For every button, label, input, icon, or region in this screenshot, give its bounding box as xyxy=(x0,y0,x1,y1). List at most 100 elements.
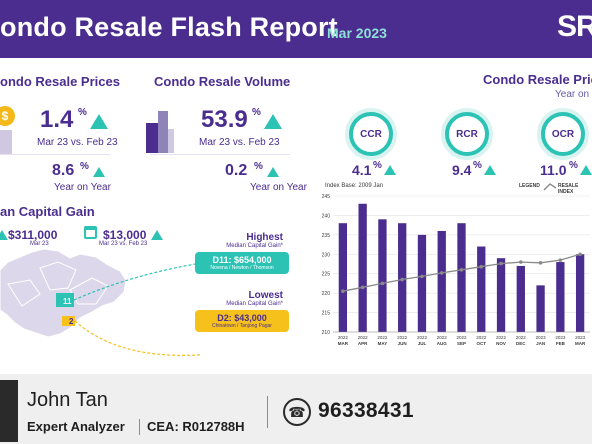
report-title: ondo Resale Flash Report xyxy=(0,12,338,42)
report-date: Mar 2023 xyxy=(327,25,387,41)
phone-icon[interactable]: ☎ xyxy=(283,398,311,426)
chart-xtick-month: MAR xyxy=(338,341,349,346)
chart-bar xyxy=(417,234,427,332)
region-rcr-value: 9.4 xyxy=(452,162,472,178)
agent-avatar xyxy=(0,380,18,442)
region-rcr-up-icon xyxy=(484,165,496,175)
chart-xtick-month: OCT xyxy=(477,341,487,346)
chart-bar xyxy=(457,223,466,332)
region-ocr-up-icon xyxy=(580,165,592,175)
region-rcr-badge: RCR xyxy=(445,112,489,156)
volume-title: Condo Resale Volume xyxy=(154,74,291,89)
chart-bar xyxy=(477,246,486,332)
chart-index-point xyxy=(439,271,444,275)
volume-mom-up-icon xyxy=(264,114,282,129)
volume-mom-label: Mar 23 vs. Feb 23 xyxy=(199,137,280,148)
lowest-label: Lowest xyxy=(248,290,283,301)
chart-xtick-month: AUG xyxy=(437,341,447,346)
chart-ytick-label: 235 xyxy=(322,233,331,239)
map-tag-d2: 2 xyxy=(69,317,74,326)
brand-logo: SR xyxy=(557,10,592,43)
volume-yoy-unit: % xyxy=(254,161,263,172)
chart-index-point xyxy=(558,258,563,262)
chart-xtick-year: 2022 xyxy=(476,335,487,340)
resale-chart: Index Base: 2009 Jan LEGEND RESALE INDEX… xyxy=(315,180,592,355)
chart-bar xyxy=(378,219,387,332)
chart-ytick-label: 245 xyxy=(322,194,331,200)
chart-xtick-month: JAN xyxy=(536,341,545,346)
chart-index-point xyxy=(341,289,345,293)
chart-ytick-label: 210 xyxy=(322,330,331,336)
chart-legend-series: RESALE INDEX xyxy=(558,183,579,195)
chart-xtick-month: DEC xyxy=(516,341,526,346)
chart-index-point xyxy=(380,281,385,286)
report-header: ondo Resale Flash Report Mar 2023 SR xyxy=(0,0,592,58)
change-gain-label: Mar 23 vs. Feb 23 xyxy=(99,241,148,247)
chart-xtick-year: 2022 xyxy=(496,335,507,340)
chart-index-base: Index Base: 2009 Jan xyxy=(325,183,384,189)
chart-xtick-year: 2022 xyxy=(516,335,527,340)
footer-separator xyxy=(267,396,268,428)
chart-index-point xyxy=(400,277,404,282)
highest-district-value: D11: $654,000 xyxy=(212,255,272,265)
chart-xtick-month: MAR xyxy=(575,341,586,346)
agent-phone[interactable]: 96338431 xyxy=(318,399,414,422)
chart-ytick-label: 215 xyxy=(322,311,331,317)
chart-xtick-year: 2023 xyxy=(575,335,586,340)
report-body: ondo Resale Prices $ 1.4 % Mar 23 vs. Fe… xyxy=(0,58,592,374)
region-ocr-value: 11.0 xyxy=(540,162,567,178)
region-ccr-unit: % xyxy=(373,160,382,171)
prices-mom-up-icon xyxy=(90,114,108,129)
chart-ytick-label: 220 xyxy=(322,291,331,297)
chart-bar xyxy=(496,258,506,332)
median-gain-label: Mar 23 xyxy=(30,241,49,247)
volume-yoy-value: 0.2 xyxy=(225,162,248,179)
lowest-district-value: D2: $43,000 xyxy=(217,313,267,323)
change-up-icon xyxy=(151,230,163,240)
region-ccr-badge: CCR xyxy=(349,112,393,156)
chart-bar xyxy=(575,254,585,332)
chart-xtick-year: 2022 xyxy=(437,335,448,340)
chart-xtick-year: 2023 xyxy=(536,335,547,340)
chart-bar xyxy=(338,223,348,332)
region-ccr-value: 4.1 xyxy=(352,162,372,178)
buildings-icon xyxy=(146,107,174,153)
chart-xtick-month: FEB xyxy=(556,341,566,346)
highest-district-areas: Novena / Newton / Thomson xyxy=(210,265,274,271)
chart-index-point xyxy=(519,260,523,264)
chart-bar xyxy=(556,262,565,332)
chart-index-point xyxy=(459,268,464,272)
agent-role: Expert Analyzer xyxy=(27,419,125,434)
prices-mom-label: Mar 23 vs. Feb 23 xyxy=(37,137,118,148)
chart-bar xyxy=(437,230,446,332)
chart-xtick-month: JUN xyxy=(398,341,407,346)
divider xyxy=(0,154,110,155)
chart-xtick-year: 2022 xyxy=(358,335,369,340)
chart-xtick-year: 2022 xyxy=(397,335,408,340)
chart-xtick-month: SEP xyxy=(457,341,466,346)
chart-xtick-year: 2022 xyxy=(417,335,428,340)
prices-mom-unit: % xyxy=(78,107,87,118)
chart-plot: 2102152202252302352402452022MAR2022APR20… xyxy=(322,194,590,346)
prices-title: ondo Resale Prices xyxy=(0,74,120,89)
chart-xtick-year: 2022 xyxy=(456,335,467,340)
median-gain-value: $311,000 xyxy=(8,228,58,242)
volume-yoy-label: Year on Year xyxy=(250,182,307,193)
chart-bar xyxy=(516,265,525,332)
region-ccr-up-icon xyxy=(384,165,396,175)
region-ocr-unit: % xyxy=(569,160,578,171)
volume-yoy-up-icon xyxy=(267,167,279,177)
prices-yoy-unit: % xyxy=(80,161,89,172)
chart-ytick-label: 230 xyxy=(322,252,331,258)
chart-xtick-year: 2022 xyxy=(377,335,388,340)
chart-xtick-month: NOV xyxy=(496,341,506,346)
chart-index-point xyxy=(360,285,365,290)
volume-mom-unit: % xyxy=(252,107,261,118)
chart-xtick-month: APR xyxy=(358,341,368,346)
calendar-icon xyxy=(84,226,97,239)
chart-index-point xyxy=(538,261,543,265)
prices-yoy-label: Year on Year xyxy=(54,182,111,193)
volume-mom-value: 53.9 xyxy=(201,106,248,133)
dollar-icon: $ xyxy=(0,106,15,126)
change-gain-value: $13,000 xyxy=(103,228,147,242)
